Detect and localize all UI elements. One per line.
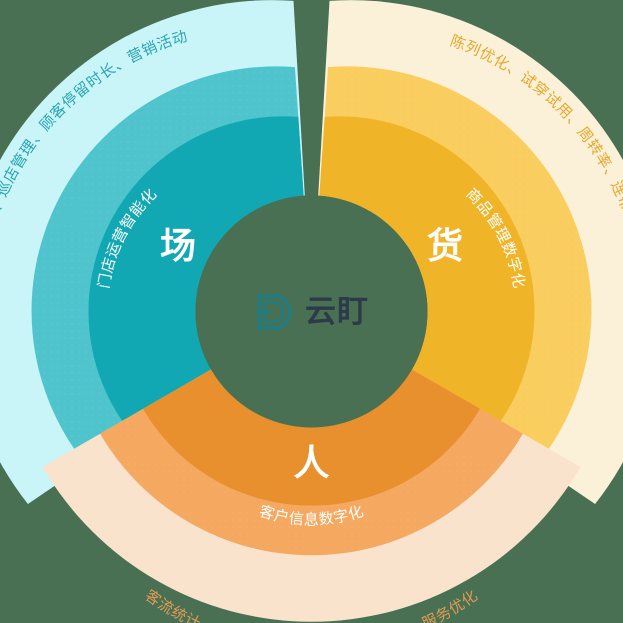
- segment-huo-center-label: 货: [427, 225, 463, 266]
- segment-huo-inner-band: [311, 116, 535, 434]
- segment-huo-chevron: [536, 199, 570, 232]
- segment-ren-hub-mask: [195, 195, 428, 428]
- segment-ren[interactable]: 人 客户信息数字化 客流统计、转化率、消费预测、排班优化、服务优化: [42, 195, 581, 623]
- segment-ren-chevron-outer: [296, 519, 327, 549]
- segment-chang-inner-band: [88, 116, 312, 434]
- segment-chang-center-label: 场: [160, 225, 196, 266]
- segment-chang-chevron: [53, 199, 87, 232]
- segment-ren-center-label: 人: [293, 442, 329, 483]
- segment-chang[interactable]: 场 门店运营智能化 区域关注度、顾客游逛轨迹、巡店管理、顾客停留时长、营销活动: [0, 0, 428, 504]
